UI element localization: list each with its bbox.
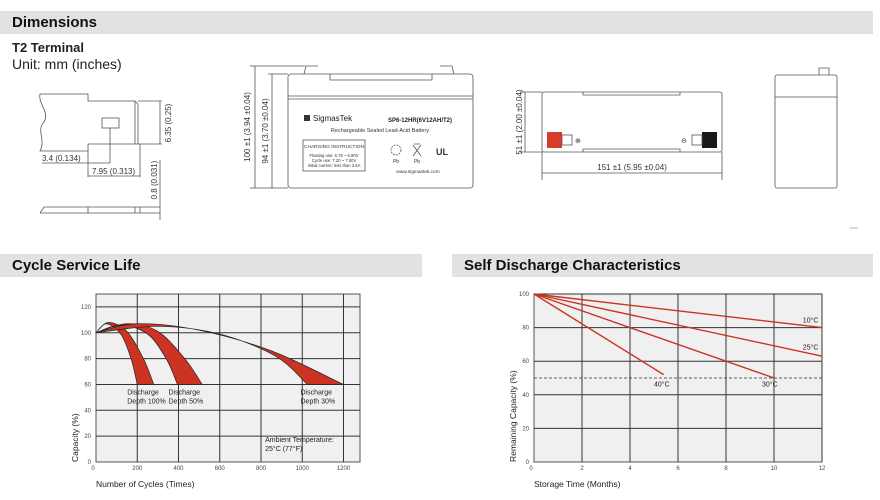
y-tick-label: 20	[84, 434, 91, 440]
series-label: 25°C	[803, 343, 819, 351]
terminal-offset-label: 3.4 (0.134)	[42, 154, 81, 163]
ambient-temperature-note: 25°C (77°F)	[265, 445, 302, 453]
x-tick-label: 8	[724, 466, 728, 472]
x-tick-label: 2	[580, 466, 584, 472]
positive-terminal	[547, 132, 562, 148]
charging-title: CHARGING INSTRUCTION	[304, 144, 364, 150]
capacity-band	[95, 322, 155, 385]
x-tick-label: 800	[256, 466, 267, 472]
x-tick-label: 4	[628, 466, 632, 472]
y-tick-label: 20	[522, 426, 529, 432]
x-tick-label: 1000	[296, 466, 310, 472]
ul-mark-icon: UL	[436, 147, 448, 157]
y-tick-label: 80	[84, 357, 91, 363]
battery-top-view: ⊕ ⊖ 51 ±1 (2.00 ±0.04) 151 ±1 (5.95 ±0.0…	[515, 89, 723, 180]
y-tick-label: 40	[84, 408, 91, 414]
dimension-drawings: 6.35 (0.25) 3.4 (0.134) 7.95 (0.313) 0.8…	[39, 65, 858, 229]
series-label: 40°C	[654, 380, 670, 388]
terminal-length-label: 7.95 (0.313)	[92, 167, 135, 176]
x-tick-label: 0	[91, 466, 95, 472]
battery-side-view	[774, 67, 838, 189]
x-tick-label: 0	[529, 466, 533, 472]
x-axis-label: Storage Time (Months)	[534, 479, 621, 489]
curve-label: Depth 100%	[127, 398, 166, 405]
battery-subtitle: Rechargeable Sealed Lead-Acid Battery	[331, 128, 429, 134]
charging-line: Initial current: less than 3.6A	[308, 163, 361, 168]
y-tick-label: 60	[84, 382, 91, 388]
negative-symbol-icon: ⊖	[681, 138, 687, 145]
terminal-height-label: 6.35 (0.25)	[164, 103, 173, 142]
ambient-temperature-note: Ambient Temperature:	[265, 437, 334, 444]
recycle-icon	[390, 144, 402, 156]
x-axis-label: Number of Cycles (Times)	[96, 479, 195, 489]
terminal-drawing: 6.35 (0.25) 3.4 (0.134) 7.95 (0.313) 0.8…	[39, 93, 173, 220]
length-label: 151 ±1 (5.95 ±0.04)	[597, 163, 667, 172]
y-tick-label: 100	[519, 292, 530, 298]
y-tick-label: 80	[522, 326, 529, 332]
x-tick-label: 10	[771, 466, 778, 472]
y-tick-label: 120	[81, 305, 92, 311]
series-label: 10°C	[803, 317, 819, 325]
charging-line: Cycle use: 7.20 ~ 7.50V	[312, 158, 357, 163]
x-tick-label: 12	[819, 466, 826, 472]
x-tick-label: 200	[132, 466, 143, 472]
y-axis-label: Remaining Capacity (%)	[508, 370, 518, 462]
series-line	[533, 293, 775, 379]
y-tick-label: 40	[522, 393, 529, 399]
x-tick-label: 600	[215, 466, 226, 472]
width-label: 51 ±1 (2.00 ±0.04)	[515, 89, 524, 155]
negative-terminal	[702, 132, 717, 148]
series-line	[533, 293, 823, 329]
positive-symbol-icon: ⊕	[575, 138, 581, 145]
self-discharge-chart: 0 20 40 60 80 100 0 2 4 6 8 10 12 Storage Time (Month…	[508, 292, 826, 489]
y-tick-label: 0	[88, 460, 92, 466]
curve-label: Depth 30%	[301, 398, 336, 405]
crossed-bin-icon	[412, 143, 422, 157]
section-header-dimensions: Dimensions	[0, 11, 873, 34]
recycle-label: Pb	[393, 159, 399, 165]
curve-label: Discharge	[169, 389, 201, 396]
curve-label: Discharge	[301, 389, 333, 396]
terminal-thickness-label: 0.8 (0.031)	[150, 160, 159, 199]
x-tick-label: 1200	[337, 466, 351, 472]
terminal-title: T2 Terminal	[12, 40, 85, 55]
series-line	[533, 293, 664, 376]
y-tick-label: 100	[81, 331, 92, 337]
battery-front-view: 100 ±1 (3.94 ±0.04) 94 ±1 (3.70 ±0.04) S…	[243, 65, 474, 189]
capacity-band	[95, 323, 344, 385]
x-tick-label: 6	[676, 466, 680, 472]
website-label: www.sigmastek.com	[396, 169, 439, 175]
series-label: 30°C	[762, 380, 778, 388]
brand-name: SigmasTek	[313, 114, 353, 123]
unit-label: Unit: mm (inches)	[12, 56, 122, 72]
total-height-label: 100 ±1 (3.94 ±0.04)	[243, 92, 252, 162]
x-tick-label: 400	[173, 466, 184, 472]
box-height-label: 94 ±1 (3.70 ±0.04)	[261, 98, 270, 164]
y-axis-label: Capacity (%)	[70, 413, 80, 462]
series-line	[533, 293, 823, 357]
section-header-cycle-life: Cycle Service Life	[0, 254, 422, 277]
section-header-self-discharge: Self Discharge Characteristics	[452, 254, 873, 277]
charging-line: Floating use: 6.75 ~ 6.90V	[309, 153, 358, 158]
y-tick-label: 60	[522, 359, 529, 365]
curve-label: Depth 50%	[169, 398, 204, 405]
curve-label: Discharge	[127, 389, 159, 396]
pb-label: Pb	[414, 159, 420, 165]
brand-logo-icon	[304, 115, 310, 121]
y-tick-label: 0	[526, 460, 530, 466]
model-label: SP6-12HR(6V12AH/T2)	[388, 118, 452, 124]
